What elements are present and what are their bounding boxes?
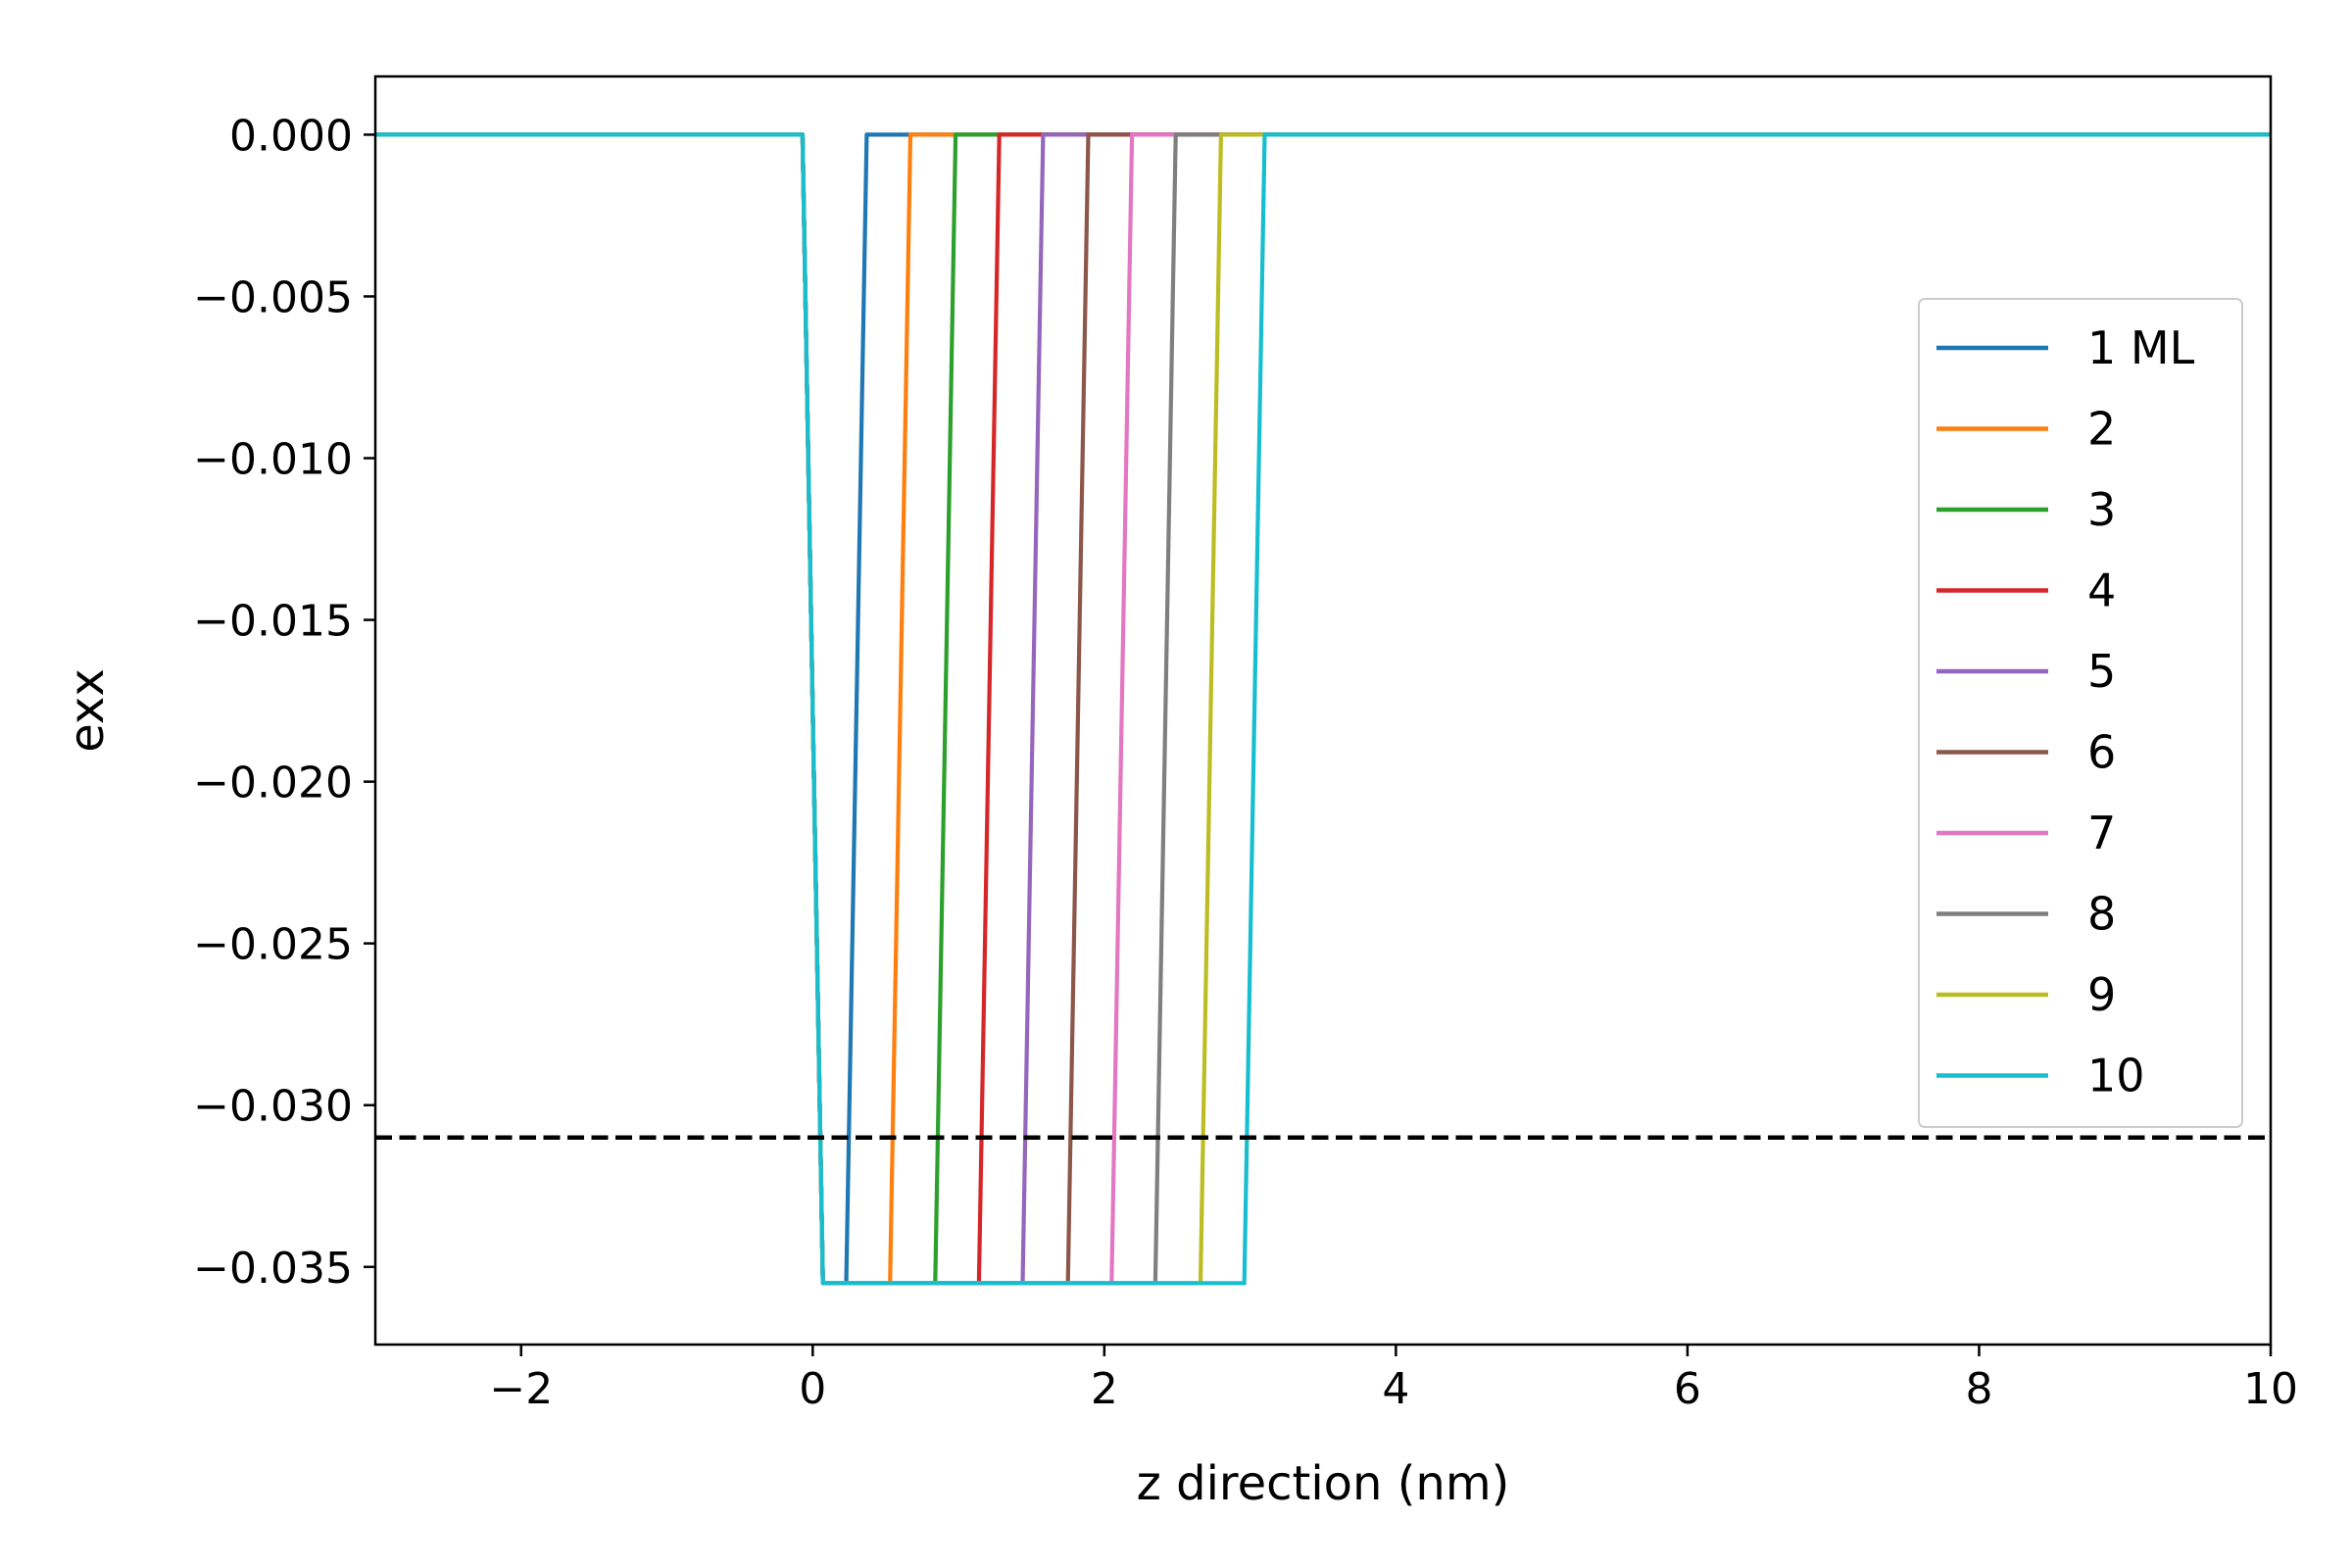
legend-label: 4 — [2087, 564, 2116, 617]
legend-label: 6 — [2087, 726, 2116, 779]
legend-label: 2 — [2087, 403, 2116, 456]
y-tick-label: −0.015 — [193, 597, 353, 647]
legend-label: 1 ML — [2087, 321, 2195, 374]
x-tick-label: 4 — [1382, 1364, 1409, 1414]
x-axis-label: z direction (nm) — [1137, 1456, 1510, 1511]
x-tick-label: 8 — [1965, 1364, 1992, 1414]
y-tick-label: −0.035 — [193, 1244, 353, 1294]
x-tick-label: 6 — [1674, 1364, 1701, 1414]
legend-box — [1918, 298, 2243, 1128]
y-tick-label: −0.030 — [193, 1082, 353, 1132]
x-tick-label: 10 — [2243, 1364, 2298, 1414]
plot-frame — [373, 74, 2273, 1347]
legend-label: 3 — [2087, 483, 2116, 536]
y-tick-label: 0.000 — [229, 111, 353, 161]
x-tick-label: 0 — [799, 1364, 826, 1414]
series-line-10 — [375, 132, 2271, 1286]
x-axis: −2 0 2 4 6 8 10 — [489, 1345, 2298, 1414]
x-tick-label: 2 — [1091, 1364, 1118, 1414]
legend-label: 7 — [2087, 807, 2116, 859]
y-tick-label: −0.020 — [193, 759, 353, 808]
y-tick-label: −0.010 — [193, 435, 353, 485]
series-layer — [375, 132, 2271, 1286]
y-axis: 0.000 −0.005 −0.010 −0.015 −0.020 −0.025 −0.03… — [193, 111, 375, 1294]
y-tick-label: −0.025 — [193, 920, 353, 970]
legend-label: 9 — [2087, 968, 2116, 1021]
legend-label: 5 — [2087, 645, 2116, 698]
x-tick-label: −2 — [489, 1364, 553, 1414]
legend: 1 ML 2 3 4 5 6 7 8 9 10 — [1918, 298, 2243, 1128]
legend-label: 8 — [2087, 888, 2116, 941]
legend-label: 10 — [2087, 1050, 2145, 1102]
y-tick-label: −0.005 — [193, 272, 353, 322]
y-axis-label: exx — [60, 668, 115, 753]
